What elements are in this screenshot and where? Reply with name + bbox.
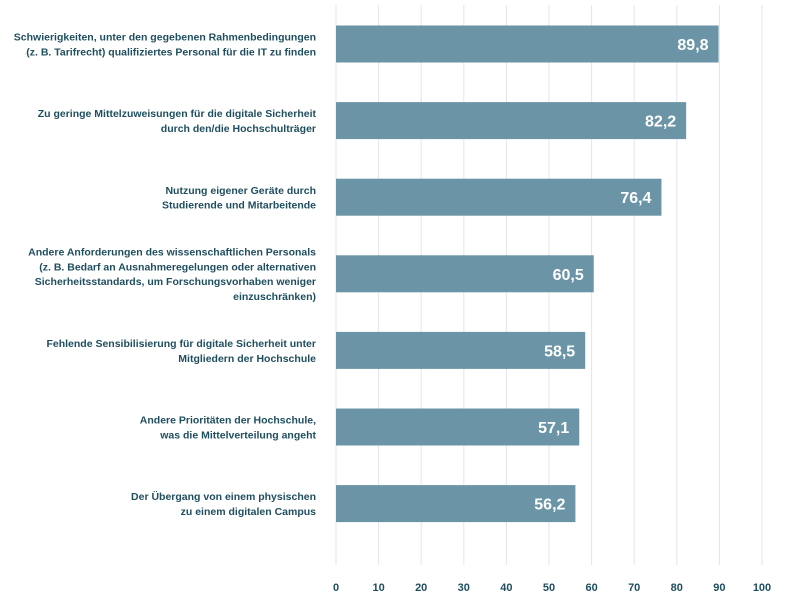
bar-7 bbox=[336, 485, 576, 523]
bar-4 bbox=[336, 255, 594, 293]
value-label: 58,5 bbox=[544, 343, 575, 360]
category-label: Andere Prioritäten der Hochschule, bbox=[140, 415, 316, 427]
value-label: 57,1 bbox=[538, 420, 569, 437]
x-tick-label: 0 bbox=[333, 582, 339, 594]
x-axis-ticks: 0 10 20 30 40 50 60 70 80 90 100 bbox=[333, 582, 771, 594]
category-label: Sicherheitsstandards, um Forschungsvorha… bbox=[35, 276, 316, 288]
category-labels: Schwierigkeiten, unter den gegebenen Rah… bbox=[14, 32, 317, 518]
x-tick-label: 40 bbox=[500, 582, 512, 594]
bar-3 bbox=[336, 178, 662, 216]
category-label: Der Übergang von einem physischen bbox=[131, 490, 316, 503]
x-tick-label: 30 bbox=[458, 582, 470, 594]
category-label: (z. B. Bedarf an Ausnahmeregelungen oder… bbox=[39, 261, 316, 273]
bar-6 bbox=[336, 408, 580, 446]
value-label: 56,2 bbox=[534, 497, 565, 514]
category-label: Fehlende Sensibilisierung für digitale S… bbox=[46, 338, 316, 350]
value-label: 82,2 bbox=[645, 114, 676, 131]
category-label: (z. B. Tarifrecht) qualifiziertes Person… bbox=[26, 46, 316, 58]
bar-1 bbox=[336, 25, 719, 63]
x-tick-label: 100 bbox=[753, 582, 771, 594]
x-tick-label: 80 bbox=[671, 582, 683, 594]
category-label: was die Mittelverteilung angeht bbox=[159, 429, 316, 441]
x-tick-label: 50 bbox=[543, 582, 555, 594]
category-label: Andere Anforderungen des wissenschaftlic… bbox=[28, 247, 316, 259]
category-label: Schwierigkeiten, unter den gegebenen Rah… bbox=[14, 32, 316, 44]
category-label: Studierende und Mitarbeitende bbox=[162, 200, 316, 212]
value-label: 89,8 bbox=[677, 37, 708, 54]
category-label: Nutzung eigener Geräte durch bbox=[165, 185, 316, 197]
category-label: Mitgliedern der Hochschule bbox=[178, 353, 316, 365]
x-tick-label: 90 bbox=[713, 582, 725, 594]
bars: 89,8 82,2 76,4 60,5 58,5 57,1 56,2 bbox=[336, 25, 719, 523]
bar-5 bbox=[336, 331, 586, 369]
category-label: einzuschränken) bbox=[233, 291, 316, 303]
category-label: zu einem digitalen Campus bbox=[181, 506, 317, 518]
category-label: durch den/die Hochschulträger bbox=[161, 123, 316, 135]
x-tick-label: 20 bbox=[415, 582, 427, 594]
bar-2 bbox=[336, 102, 687, 140]
x-tick-label: 10 bbox=[372, 582, 384, 594]
x-tick-label: 60 bbox=[585, 582, 597, 594]
x-tick-label: 70 bbox=[628, 582, 640, 594]
category-label: Zu geringe Mittelzuweisungen für die dig… bbox=[38, 108, 317, 120]
value-label: 60,5 bbox=[553, 267, 584, 284]
value-label: 76,4 bbox=[620, 190, 651, 207]
